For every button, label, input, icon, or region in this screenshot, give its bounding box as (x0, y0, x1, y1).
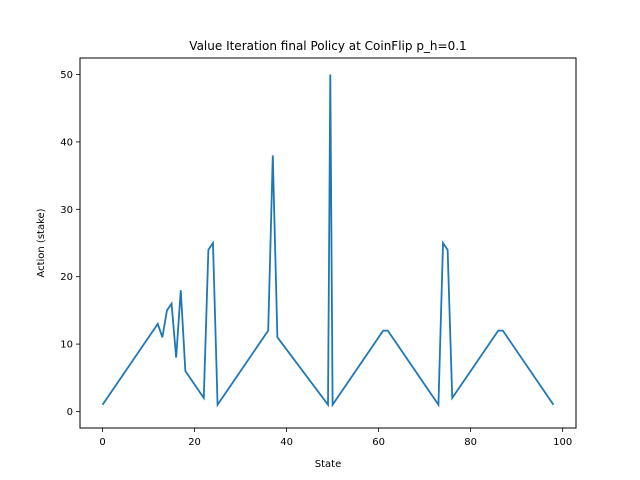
y-tick-label: 20 (60, 272, 73, 283)
y-tick-label: 40 (60, 137, 73, 148)
plot-frame (79, 57, 577, 429)
chart-title: Value Iteration final Policy at CoinFlip… (189, 39, 466, 53)
y-axis: 0 10 20 30 40 50 (60, 70, 80, 418)
x-axis: 0 20 40 60 80 100 (99, 428, 572, 448)
y-tick-label: 50 (60, 70, 73, 81)
y-tick-label: 10 (60, 340, 73, 351)
x-axis-title: State (315, 459, 341, 470)
x-tick-label: 40 (280, 437, 293, 448)
y-tick-label: 0 (67, 407, 73, 418)
plot-area (101, 74, 555, 408)
x-tick-label: 20 (188, 437, 201, 448)
y-tick-label: 30 (60, 205, 73, 216)
series-line-0 (101, 74, 555, 408)
y-axis-title: Action (stake) (36, 208, 47, 277)
x-tick-label: 100 (553, 437, 572, 448)
x-tick-label: 0 (99, 437, 105, 448)
x-tick-label: 60 (372, 437, 385, 448)
x-tick-label: 80 (464, 437, 477, 448)
